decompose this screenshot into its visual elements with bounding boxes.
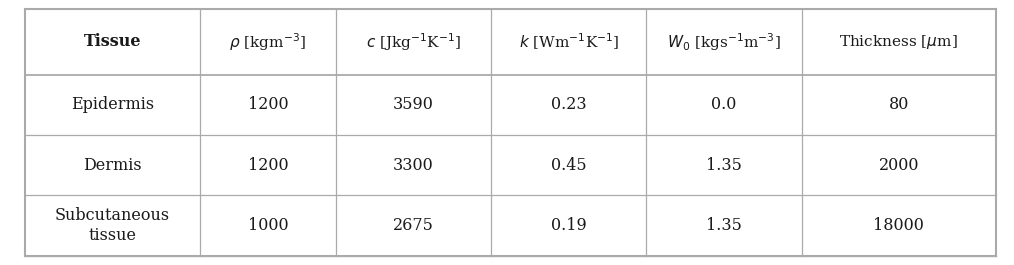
Text: Epidermis: Epidermis [71, 96, 154, 113]
Text: 1000: 1000 [247, 217, 288, 234]
Text: Thickness [$\mu$m]: Thickness [$\mu$m] [840, 33, 958, 51]
Text: 1200: 1200 [247, 157, 288, 174]
Text: 1200: 1200 [247, 96, 288, 113]
Text: 1.35: 1.35 [706, 217, 742, 234]
Text: 0.23: 0.23 [551, 96, 586, 113]
Text: $k$ [Wm$^{-1}$K$^{-1}$]: $k$ [Wm$^{-1}$K$^{-1}$] [518, 32, 619, 52]
Text: 3590: 3590 [393, 96, 434, 113]
Text: 0.45: 0.45 [551, 157, 586, 174]
Text: 0.0: 0.0 [712, 96, 737, 113]
Text: $W_0$ [kgs$^{-1}$m$^{-3}$]: $W_0$ [kgs$^{-1}$m$^{-3}$] [667, 31, 781, 53]
Text: 80: 80 [888, 96, 909, 113]
Text: 0.19: 0.19 [551, 217, 587, 234]
Text: 2000: 2000 [878, 157, 919, 174]
Text: Subcutaneous
tissue: Subcutaneous tissue [55, 207, 170, 244]
Text: $c$ [Jkg$^{-1}$K$^{-1}$]: $c$ [Jkg$^{-1}$K$^{-1}$] [366, 31, 461, 53]
Text: 18000: 18000 [873, 217, 924, 234]
Text: 3300: 3300 [393, 157, 434, 174]
Text: 1.35: 1.35 [706, 157, 742, 174]
Text: 2675: 2675 [393, 217, 434, 234]
Text: Tissue: Tissue [84, 33, 141, 50]
Text: Dermis: Dermis [83, 157, 142, 174]
Text: $\rho$ [kgm$^{-3}$]: $\rho$ [kgm$^{-3}$] [229, 31, 306, 53]
